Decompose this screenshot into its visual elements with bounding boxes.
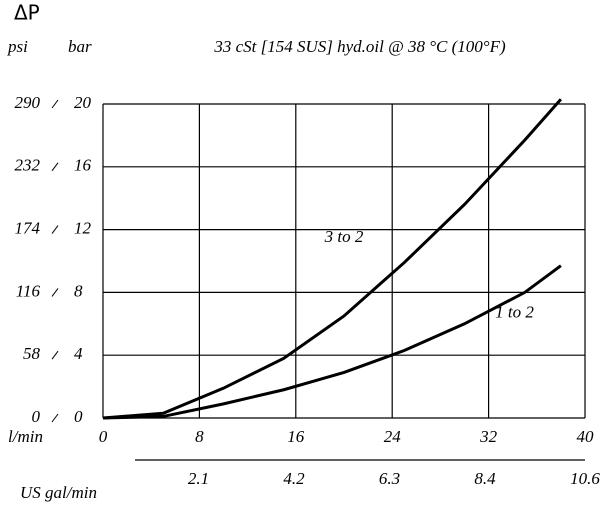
- y-tick: [51, 99, 59, 109]
- y-tick: [51, 413, 59, 423]
- x-tick-label: 32: [479, 427, 498, 446]
- x-tick-label: 24: [384, 427, 402, 446]
- x2-tick-label: 2.1: [188, 469, 209, 488]
- x2-tick-label: 6.3: [379, 469, 400, 488]
- chart-title: 33 cSt [154 SUS] hyd.oil @ 38 °C (100°F): [213, 37, 506, 56]
- y2-tick-label: 232: [15, 156, 41, 175]
- x2-tick-label: 4.2: [283, 469, 305, 488]
- x-tick-label: 8: [195, 427, 204, 446]
- y-tick: [51, 350, 59, 360]
- y2-tick-label: 0: [32, 407, 41, 426]
- bar-label: bar: [68, 37, 92, 56]
- x-tick-label: 0: [99, 427, 108, 446]
- series-label: 1 to 2: [495, 303, 534, 322]
- y-tick-label: 0: [74, 407, 83, 426]
- y2-tick-label: 58: [23, 344, 41, 363]
- data-line: [102, 98, 563, 420]
- x2-tick-label: 10.6: [570, 469, 600, 488]
- delta-p-label: ΔP: [14, 1, 40, 25]
- y-tick-label: 8: [74, 281, 83, 300]
- x2-tick-label: 8.4: [474, 469, 496, 488]
- y-tick: [51, 288, 59, 297]
- series-label: 3 to 2: [324, 227, 364, 246]
- x-label: l/min: [8, 427, 43, 446]
- y-tick: [51, 225, 59, 234]
- x-tick-label: 16: [287, 427, 305, 446]
- x2-label: US gal/min: [20, 483, 97, 502]
- y2-tick-label: 174: [15, 219, 41, 238]
- data-line: [102, 264, 562, 420]
- y-tick-label: 16: [74, 156, 92, 175]
- psi-label: psi: [7, 37, 28, 56]
- y2-tick-label: 116: [16, 281, 41, 300]
- y-tick-label: 12: [74, 219, 92, 238]
- y-tick-label: 4: [74, 344, 83, 363]
- y-tick-label: 20: [74, 93, 92, 112]
- x-tick-label: 40: [577, 427, 595, 446]
- y2-tick-label: 290: [15, 93, 41, 112]
- y-tick: [51, 162, 59, 172]
